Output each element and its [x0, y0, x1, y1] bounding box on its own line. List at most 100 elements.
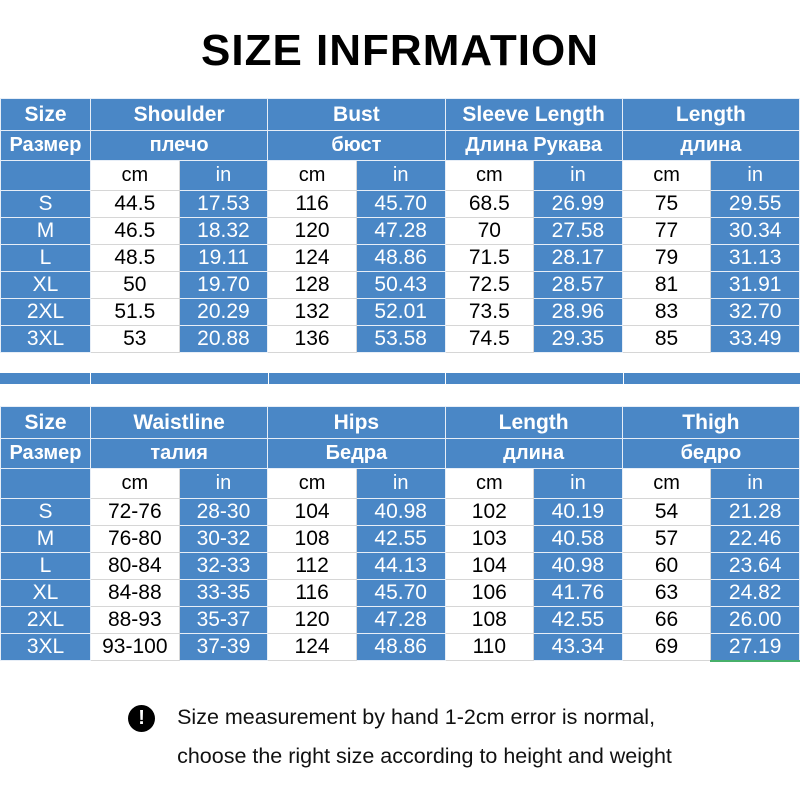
table-row: S 44.5 17.53 116 45.70 68.5 26.99 75 29.55 [0, 190, 800, 218]
value-in-cell: 20.88 [178, 325, 269, 353]
value-cm-cell: 120 [267, 217, 357, 245]
divider-segment [91, 373, 269, 384]
table-row: 2XL 51.5 20.29 132 52.01 73.5 28.96 83 32.70 [0, 298, 800, 326]
note-line-1: Size measurement by hand 1-2cm error is … [177, 704, 656, 729]
value-in-cell: 30.34 [710, 217, 800, 245]
value-cm-cell: 54 [621, 498, 712, 526]
unit-in-cell: in [178, 468, 269, 499]
value-cm-cell: 73.5 [444, 298, 535, 326]
value-cm-cell: 85 [621, 325, 712, 353]
value-cm-cell: 72-76 [90, 498, 180, 526]
size-cell: M [0, 525, 91, 553]
value-in-cell: 30-32 [178, 525, 269, 553]
group-header-en: Thigh [621, 406, 800, 439]
group-header-ru: Бедра [267, 438, 446, 469]
value-in-cell: 48.86 [355, 633, 446, 661]
value-cm-cell: 88-93 [90, 606, 180, 634]
group-header-ru: длина [444, 438, 623, 469]
value-in-cell: 31.13 [710, 244, 800, 272]
value-in-cell: 35-37 [178, 606, 269, 634]
value-in-cell: 53.58 [355, 325, 446, 353]
size-cell: XL [0, 579, 91, 607]
value-in-cell: 47.28 [355, 217, 446, 245]
header-row-ru: Размер талия Бедра длина бедро [0, 438, 800, 469]
table-row: 2XL 88-93 35-37 120 47.28 108 42.55 66 26.00 [0, 606, 800, 634]
size-table-upper: Size Shoulder Bust Sleeve Length Length Разме… [0, 98, 800, 353]
value-in-cell: 23.64 [710, 552, 800, 580]
value-in-cell: 45.70 [355, 190, 446, 218]
size-cell: 3XL [0, 633, 91, 661]
value-in-cell: 40.19 [533, 498, 623, 526]
unit-cm-cell: cm [621, 160, 712, 191]
value-in-cell: 28.57 [533, 271, 623, 299]
group-header-en: Sleeve Length [444, 98, 623, 131]
unit-spacer-cell [0, 468, 91, 499]
header-row-ru: Размер плечо бюст Длина Рукава длина [0, 130, 800, 161]
size-header-en: Size [0, 406, 91, 439]
value-in-cell: 28-30 [178, 498, 269, 526]
size-cell: S [0, 498, 91, 526]
divider-segment [623, 373, 800, 384]
unit-in-cell: in [710, 160, 800, 191]
value-cm-cell: 93-100 [90, 633, 180, 661]
note-text: Size measurement by hand 1-2cm error is … [177, 698, 672, 776]
table-row: L 48.5 19.11 124 48.86 71.5 28.17 79 31.13 [0, 244, 800, 272]
value-cm-cell: 44.5 [90, 190, 180, 218]
unit-cm-cell: cm [90, 468, 180, 499]
value-in-cell: 19.70 [178, 271, 269, 299]
unit-in-cell: in [178, 160, 269, 191]
value-cm-cell: 112 [267, 552, 357, 580]
value-cm-cell: 63 [621, 579, 712, 607]
value-cm-cell: 124 [267, 633, 357, 661]
value-in-cell: 50.43 [355, 271, 446, 299]
table-row: XL 50 19.70 128 50.43 72.5 28.57 81 31.91 [0, 271, 800, 299]
size-cell: L [0, 244, 91, 272]
group-header-en: Hips [267, 406, 446, 439]
value-cm-cell: 51.5 [90, 298, 180, 326]
group-header-en: Shoulder [89, 98, 269, 131]
note-line-2: choose the right size according to heigh… [177, 743, 672, 768]
group-header-ru: плечо [89, 130, 269, 161]
value-cm-cell: 46.5 [90, 217, 180, 245]
value-in-cell: 40.98 [355, 498, 446, 526]
value-in-cell: 43.34 [533, 633, 623, 661]
value-cm-cell: 48.5 [90, 244, 180, 272]
divider-segment [268, 373, 446, 384]
value-cm-cell: 106 [444, 579, 535, 607]
unit-cm-cell: cm [267, 468, 357, 499]
value-in-cell: 32-33 [178, 552, 269, 580]
unit-in-cell: in [533, 468, 623, 499]
value-cm-cell: 83 [621, 298, 712, 326]
size-header-en: Size [0, 98, 91, 131]
group-header-en: Bust [267, 98, 446, 131]
value-in-cell: 48.86 [355, 244, 446, 272]
size-header-ru: Размер [0, 438, 91, 469]
size-cell: M [0, 217, 91, 245]
value-cm-cell: 74.5 [444, 325, 535, 353]
value-in-cell: 17.53 [178, 190, 269, 218]
divider-segment [446, 373, 624, 384]
unit-cm-cell: cm [90, 160, 180, 191]
value-cm-cell: 53 [90, 325, 180, 353]
unit-in-cell: in [710, 468, 800, 499]
unit-row: cm in cm in cm in cm in [0, 468, 800, 499]
value-in-cell: 21.28 [710, 498, 800, 526]
value-in-cell: 28.17 [533, 244, 623, 272]
table-row: L 80-84 32-33 112 44.13 104 40.98 60 23.64 [0, 552, 800, 580]
header-row-en: Size Shoulder Bust Sleeve Length Length [0, 98, 800, 131]
divider-segment [0, 373, 91, 384]
group-header-en: Waistline [89, 406, 269, 439]
unit-in-cell: in [533, 160, 623, 191]
value-in-cell: 22.46 [710, 525, 800, 553]
value-in-cell: 32.70 [710, 298, 800, 326]
unit-row: cm in cm in cm in cm in [0, 160, 800, 191]
value-in-cell: 40.98 [533, 552, 623, 580]
value-cm-cell: 57 [621, 525, 712, 553]
table-row: M 46.5 18.32 120 47.28 70 27.58 77 30.34 [0, 217, 800, 245]
value-in-cell: 45.70 [355, 579, 446, 607]
value-in-cell: 26.99 [533, 190, 623, 218]
value-cm-cell: 79 [621, 244, 712, 272]
table-divider [0, 373, 800, 384]
unit-cm-cell: cm [444, 160, 535, 191]
group-header-ru: бюст [267, 130, 446, 161]
